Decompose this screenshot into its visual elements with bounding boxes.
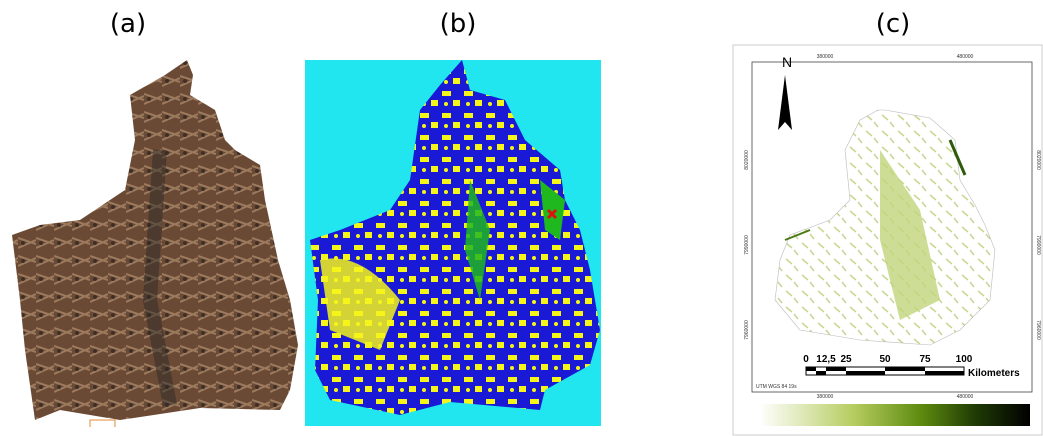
color-ramp (760, 404, 1030, 426)
scale-bar (806, 367, 964, 375)
scale-label: 75 (919, 354, 931, 365)
scale-unit: Kilometers (968, 368, 1020, 379)
north-label: N (782, 54, 792, 70)
figure: (a) (b) (c) N 380000 480000 380000 48000… (0, 0, 1043, 436)
scale-block (925, 371, 964, 375)
right-tick: 8020000 (1035, 150, 1041, 170)
panel-label: (b) (440, 9, 477, 39)
scale-label: 100 (956, 354, 973, 365)
left-tick: 8020000 (744, 150, 750, 170)
scale-block (816, 371, 826, 375)
bottom-tick: 380000 (817, 394, 834, 400)
bottom-tick: 480000 (957, 394, 974, 400)
top-tick: 480000 (957, 54, 974, 60)
top-tick: 380000 (817, 54, 834, 60)
scale-block (885, 367, 925, 371)
scale-block (826, 367, 846, 371)
right-tick: 7960000 (1035, 320, 1041, 340)
scale-label: 50 (879, 354, 891, 365)
panel-label: (c) (876, 9, 911, 39)
scale-block (806, 367, 816, 371)
left-tick: 7960000 (744, 320, 750, 340)
scale-label: 0 (803, 354, 809, 365)
left-tick: 7990000 (744, 235, 750, 255)
panel-label: (a) (110, 9, 146, 39)
scale-block (846, 371, 885, 375)
scale-label: 25 (840, 354, 852, 365)
scale-mark (90, 420, 115, 427)
right-tick: 7990000 (1035, 235, 1041, 255)
scale-label: 12,5 (816, 354, 836, 365)
projection: UTM WGS 84 19s (756, 384, 797, 390)
